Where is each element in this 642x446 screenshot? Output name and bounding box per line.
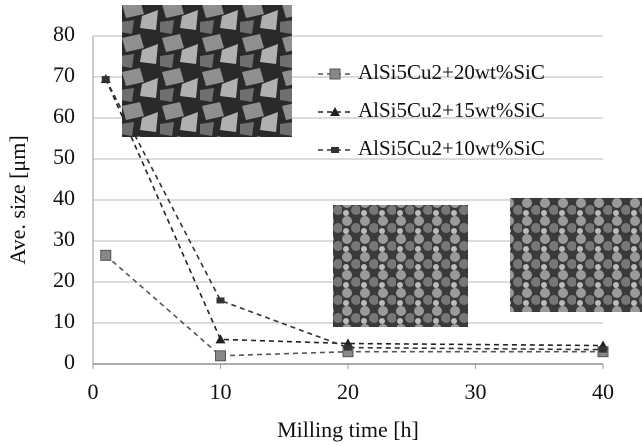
y-tick-label: 30 (53, 226, 75, 251)
y-tick-label: 10 (53, 308, 75, 333)
x-tick-label: 30 (465, 379, 487, 404)
marker (344, 344, 352, 351)
legend-label: AlSi5Cu2+10wt%SiC (358, 136, 545, 160)
y-axis-label: Ave. size [μm] (5, 135, 30, 264)
legend-label: AlSi5Cu2+15wt%SiC (358, 98, 545, 122)
marker (100, 249, 112, 261)
x-tick-label: 0 (88, 379, 99, 404)
x-tick-label: 10 (210, 379, 232, 404)
marker (330, 107, 340, 116)
series-line (105, 78, 604, 351)
marker (101, 76, 110, 83)
y-tick-label: 0 (64, 349, 75, 374)
marker (216, 297, 225, 304)
y-tick-label: 50 (53, 144, 75, 169)
sem-image (333, 205, 468, 327)
y-tick-label: 70 (53, 62, 75, 87)
sem-image (122, 5, 292, 137)
y-tick-label: 60 (53, 103, 75, 128)
legend-label: AlSi5Cu2+20wt%SiC (358, 60, 545, 84)
x-axis-label: Milling time [h] (277, 417, 419, 442)
marker (329, 68, 341, 80)
marker (331, 147, 339, 153)
y-tick-label: 40 (53, 185, 75, 210)
sem-image (510, 198, 642, 312)
marker (215, 334, 226, 344)
y-tick-label: 20 (53, 267, 75, 292)
x-tick-label: 40 (592, 379, 614, 404)
x-tick-label: 20 (337, 379, 359, 404)
y-tick-label: 80 (53, 21, 75, 46)
series-line (105, 254, 603, 357)
marker (599, 346, 607, 353)
marker (215, 350, 226, 362)
